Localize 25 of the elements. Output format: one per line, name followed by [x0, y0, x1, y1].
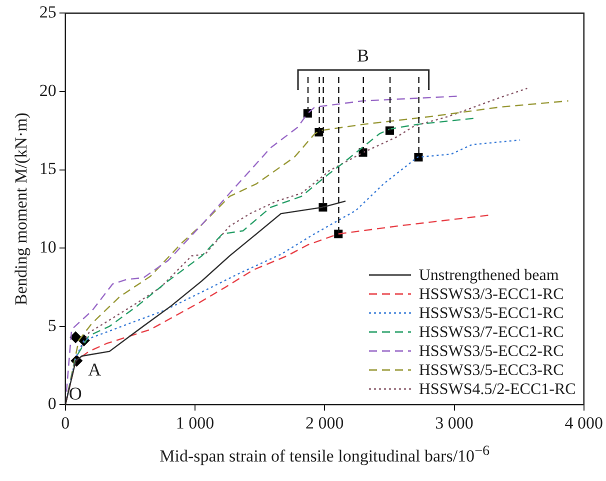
- x-tick-label: 3 000: [435, 413, 474, 432]
- y-tick-label: 10: [39, 238, 56, 257]
- annotation: O: [68, 383, 82, 404]
- y-tick-label: 0: [48, 394, 56, 414]
- legend-label: HSSWS3/7-ECC1-RC: [418, 322, 564, 342]
- x-axis-title: Mid-span strain of tensile longitudinal bars/10$^{−6}$: [158, 442, 491, 466]
- point: [414, 152, 423, 162]
- y-tick-label: 20: [39, 80, 56, 100]
- legend-label: HSSWS4.5/2-ECC1-RC: [418, 380, 576, 399]
- legend-label: Unstrengthened beam: [418, 266, 559, 285]
- y-tick-label: 5: [48, 316, 56, 335]
- x-tick-label: 4 000: [564, 413, 603, 432]
- y-axis-title: Bending moment M/(kN·m): [12, 112, 31, 306]
- legend-label: HSSWS3/5-ECC3-RC: [418, 360, 564, 380]
- x-tick-label: 2 000: [306, 413, 344, 432]
- legend-label: HSSWS3/3-ECC1-RC: [418, 284, 564, 304]
- x-tick-label: 1 000: [176, 413, 214, 432]
- x-tick-label: 0: [61, 413, 70, 432]
- y-tick-label: 25: [39, 2, 56, 22]
- legend-label: HSSWS3/5-ECC2-RC: [418, 342, 564, 361]
- legend-label: HSSWS3/5-ECC1-RC: [418, 304, 564, 323]
- annotation: A: [88, 360, 102, 380]
- y-tick-label: 15: [39, 159, 56, 178]
- point: [70, 331, 82, 344]
- annotation: B: [356, 45, 370, 66]
